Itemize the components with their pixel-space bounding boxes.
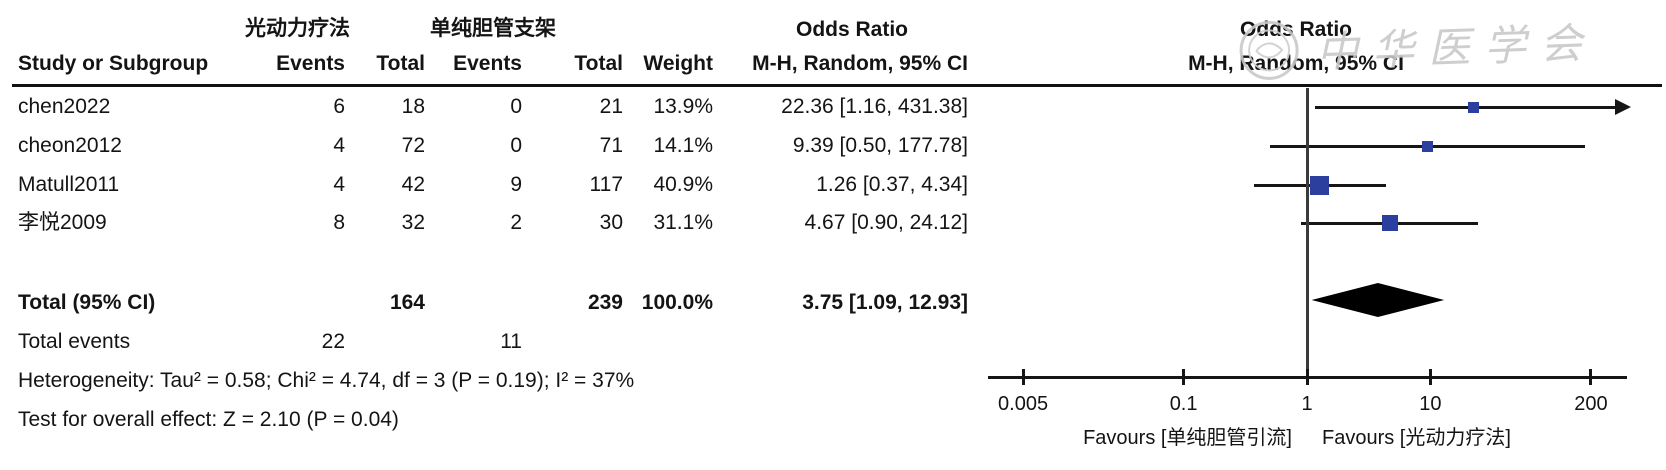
treatment-events: 8 [333,211,345,234]
treatment-total: 42 [401,173,425,196]
or-ci-value: 9.39 [0.50, 177.78] [792,134,968,157]
treatment-events: 6 [333,95,345,118]
control-events: 0 [510,134,522,157]
effect-square [1381,215,1398,231]
study-column-header: Study or Subgroup [18,52,209,75]
total1-column-header: Total [376,52,425,75]
or-table-subtitle: M-H, Random, 95% CI [752,52,968,75]
events2-column-header: Events [453,52,522,75]
summary-diamond [1311,283,1445,317]
treatment-events: 4 [333,134,345,157]
pooled-control-total: 239 [587,291,623,314]
treatment-total: 32 [401,211,425,234]
treatment-group-header: 光动力疗法 [245,17,350,40]
study-name: cheon2012 [18,134,122,157]
x-axis-tick-label: 0.1 [1169,393,1198,415]
favours-left-label: Favours [单纯胆管引流] [1083,427,1292,449]
x-axis-tick [1589,369,1593,385]
x-axis-tick [1021,369,1025,385]
x-axis-tick-label: 200 [1574,393,1608,415]
control-events: 0 [510,95,522,118]
control-total: 30 [599,211,623,234]
study-name: chen2022 [18,95,111,118]
line-of-no-effect [1305,88,1309,377]
treatment-total: 72 [401,134,425,157]
pooled-treatment-total: 164 [389,291,425,314]
pooled-weight: 100.0% [641,291,713,314]
weight-value: 40.9% [653,173,713,196]
or-ci-value: 22.36 [1.16, 431.38] [781,95,968,118]
or-table-title: Odds Ratio [795,18,908,41]
or-plot-title: Odds Ratio [1239,18,1352,41]
x-axis-tick-label: 1 [1301,393,1313,415]
control-total: 117 [589,173,623,196]
favours-right-label: Favours [光动力疗法] [1322,427,1511,449]
effect-square [1421,140,1433,152]
effect-square [1468,101,1480,113]
events1-column-header: Events [276,52,345,75]
x-axis-tick-label: 10 [1419,393,1442,415]
or-ci-value: 1.26 [0.37, 4.34] [816,173,968,196]
study-name: 李悦2009 [18,211,107,234]
x-axis-tick [1305,369,1309,385]
pooled-or-ci: 3.75 [1.09, 12.93] [802,291,968,314]
effect-square [1309,175,1329,195]
heterogeneity-text: Heterogeneity: Tau² = 0.58; Chi² = 4.74,… [18,369,635,392]
x-axis-tick [1182,369,1186,385]
overall-effect-text: Test for overall effect: Z = 2.10 (P = 0… [18,408,399,431]
control-total-events: 11 [500,330,522,353]
total-row-label: Total (95% CI) [18,291,156,314]
control-total: 71 [599,134,623,157]
weight-value: 13.9% [653,95,713,118]
total-events-label: Total events [18,330,131,353]
total2-column-header: Total [574,52,623,75]
treatment-events: 4 [333,173,345,196]
ci-line [1314,105,1615,109]
x-axis-tick-label: 0.005 [998,393,1049,415]
ci-arrow-right [1615,99,1631,115]
x-axis-tick [1428,369,1432,385]
or-ci-value: 4.67 [0.90, 24.12] [804,211,968,234]
study-name: Matull2011 [18,173,120,196]
weight-column-header: Weight [643,52,713,75]
control-group-header: 单纯胆管支架 [430,17,556,40]
control-events: 2 [510,211,522,234]
treatment-total-events: 22 [321,330,345,353]
weight-value: 14.1% [653,134,713,157]
header-divider-line [12,84,1662,87]
control-total: 21 [599,95,623,118]
or-plot-subtitle: M-H, Random, 95% CI [1188,52,1404,75]
weight-value: 31.1% [653,211,713,234]
treatment-total: 18 [401,95,425,118]
control-events: 9 [510,173,522,196]
